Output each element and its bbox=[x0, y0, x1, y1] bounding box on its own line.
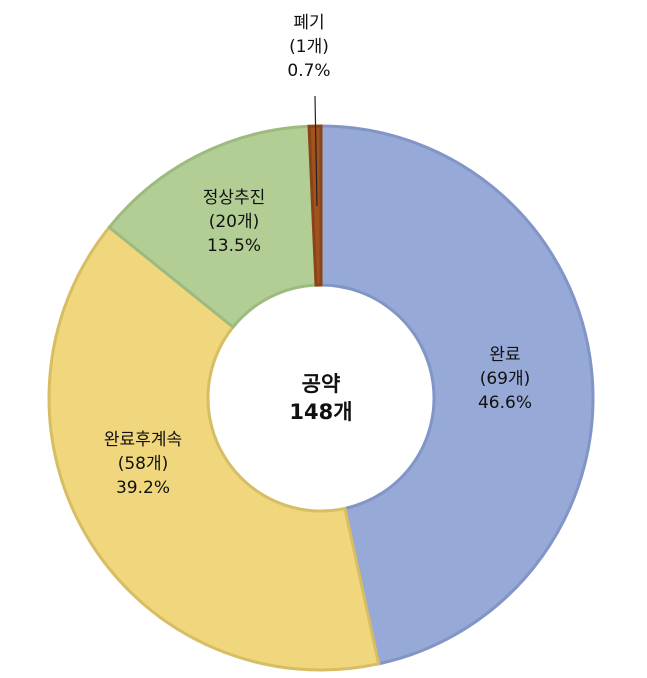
label-on-track: 정상추진 (20개) 13.5% bbox=[203, 186, 266, 258]
label-count: (20개) bbox=[208, 212, 260, 232]
label-percent: 46.6% bbox=[477, 393, 533, 413]
label-name: 완료 bbox=[489, 345, 521, 365]
slice-on-track bbox=[107, 124, 318, 330]
leader-line-discarded bbox=[314, 95, 318, 207]
label-count: (1개) bbox=[289, 37, 329, 57]
center-label-line1: 공약 bbox=[301, 372, 341, 396]
label-name: 정상추진 bbox=[202, 188, 266, 208]
label-completed: 완료 (69개) 46.6% bbox=[478, 343, 532, 415]
slice-discarded bbox=[307, 124, 323, 287]
center-label: 공약 148개 bbox=[289, 370, 352, 426]
label-name: 폐기 bbox=[293, 13, 325, 33]
slice-completed bbox=[319, 124, 595, 666]
label-count: (58개) bbox=[117, 454, 169, 474]
slice-completed-continuing bbox=[47, 225, 381, 672]
label-percent: 13.5% bbox=[206, 236, 261, 256]
label-name: 완료후계속 bbox=[103, 430, 183, 450]
label-percent: 0.7% bbox=[287, 61, 331, 81]
label-count: (69개) bbox=[479, 369, 531, 389]
label-discarded: 폐기 (1개) 0.7% bbox=[287, 11, 330, 83]
label-percent: 39.2% bbox=[115, 478, 171, 498]
center-label-line2: 148개 bbox=[289, 400, 353, 424]
label-completed-continuing: 완료후계속 (58개) 39.2% bbox=[104, 428, 182, 500]
